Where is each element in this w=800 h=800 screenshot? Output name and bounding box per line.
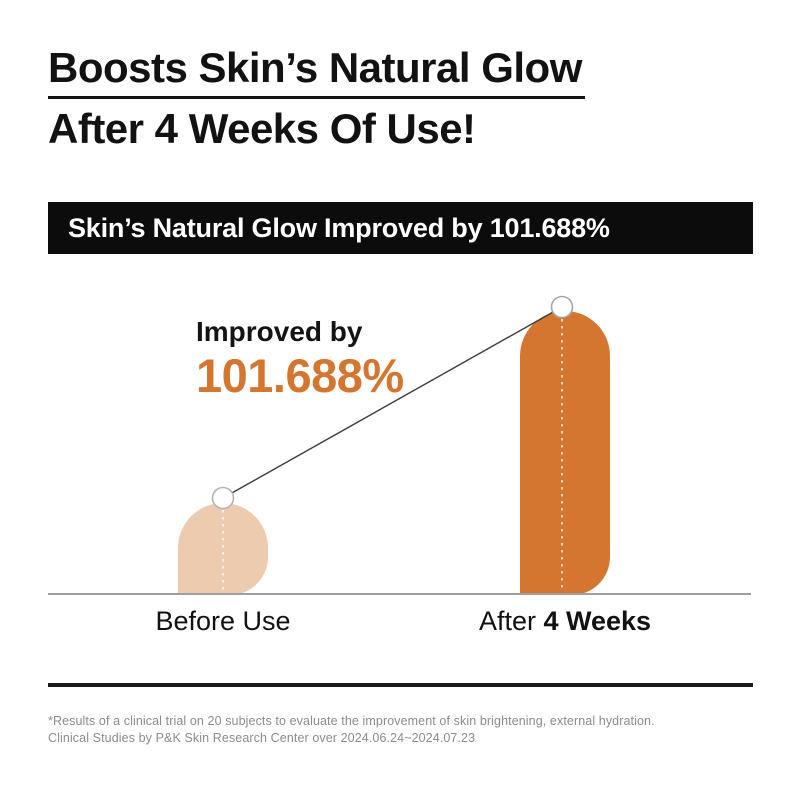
footer-divider <box>48 683 753 687</box>
x-axis-label-after-prefix: After <box>478 606 544 636</box>
x-axis-label-after: After 4 Weeks <box>460 606 670 637</box>
footnote-line2: Clinical Studies by P&K Skin Research Ce… <box>48 731 476 745</box>
annotation-value: 101.688% <box>196 349 404 402</box>
bar-after-4-weeks <box>520 311 610 595</box>
improvement-banner-text: Skin’s Natural Glow Improved by 101.688% <box>68 212 610 243</box>
improvement-banner: Skin’s Natural Glow Improved by 101.688% <box>48 202 753 254</box>
page-title-line2: After 4 Weeks Of Use! <box>48 104 476 152</box>
x-axis-label-before: Before Use <box>155 606 291 636</box>
x-axis-baseline <box>48 593 751 595</box>
page-title: Boosts Skin’s Natural Glow After 4 Weeks… <box>48 45 585 152</box>
page-title-line1: Boosts Skin’s Natural Glow <box>48 45 585 99</box>
bar-before-use <box>178 503 268 595</box>
footnote-line1: *Results of a clinical trial on 20 subje… <box>48 714 655 728</box>
footnote: *Results of a clinical trial on 20 subje… <box>48 713 655 747</box>
x-axis-label-after-bold: 4 Weeks <box>543 606 652 636</box>
annotation-label: Improved by <box>196 316 363 347</box>
